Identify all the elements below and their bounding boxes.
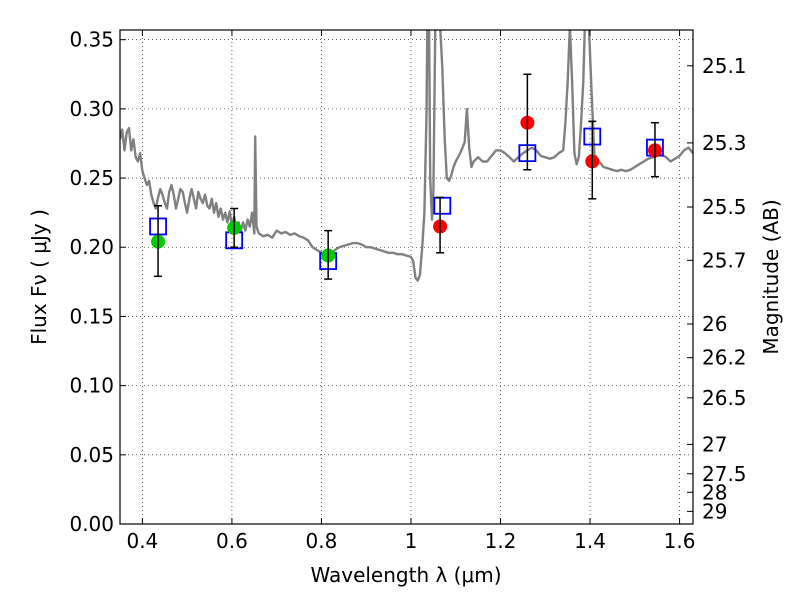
y-tick-label: 0.20 [69,235,114,259]
y2-axis-label: Magnitude (AB) [759,199,783,354]
x-tick-label: 1.6 [664,529,696,553]
y2-tick-label: 27 [702,432,727,456]
y-tick-label: 0.25 [69,166,114,190]
y2-tick-label: 25.7 [702,248,747,272]
x-tick-label: 1.2 [485,529,517,553]
y-tick-label: 0.30 [69,97,114,121]
y2-tick-label: 26.5 [702,386,747,410]
plot-frame [119,29,694,525]
x-tick-label: 0.6 [216,529,248,553]
spectrum-line [120,30,693,282]
y2-tick-label: 25.5 [702,195,747,219]
y-tick-label: 0.05 [69,443,114,467]
y2-tick-label: 26.2 [702,346,747,370]
plot-area [120,30,693,282]
y-tick-label: 0.00 [69,512,114,536]
y2-tick-label: 25.3 [702,131,747,155]
y-tick-label: 0.15 [69,304,114,328]
y2-tick-label: 28 [702,480,727,504]
x-axis-label: Wavelength λ (μm) [310,563,501,587]
y-tick-label: 0.10 [69,374,114,398]
x-tick-label: 0.4 [126,529,158,553]
y2-tick-label: 29 [702,499,727,523]
y-tick-label: 0.35 [69,28,114,52]
y2-tick-label: 26 [702,312,727,336]
model-square-point [433,196,452,215]
x-tick-label: 1 [405,529,418,553]
grid [120,30,693,525]
x-tick-label: 1.4 [574,529,606,553]
y2-tick-label: 25.1 [702,54,747,78]
x-tick-label: 0.8 [306,529,338,553]
y2-tick-label: 27.5 [702,462,747,486]
ticks: 0.4 0.6 0.8 1 1.2 1.4 1.6 0.00 0.05 0.10 0.15 0.20 0… [69,28,746,553]
y-axis-label: Flux Fν ( μJy ) [27,209,51,345]
